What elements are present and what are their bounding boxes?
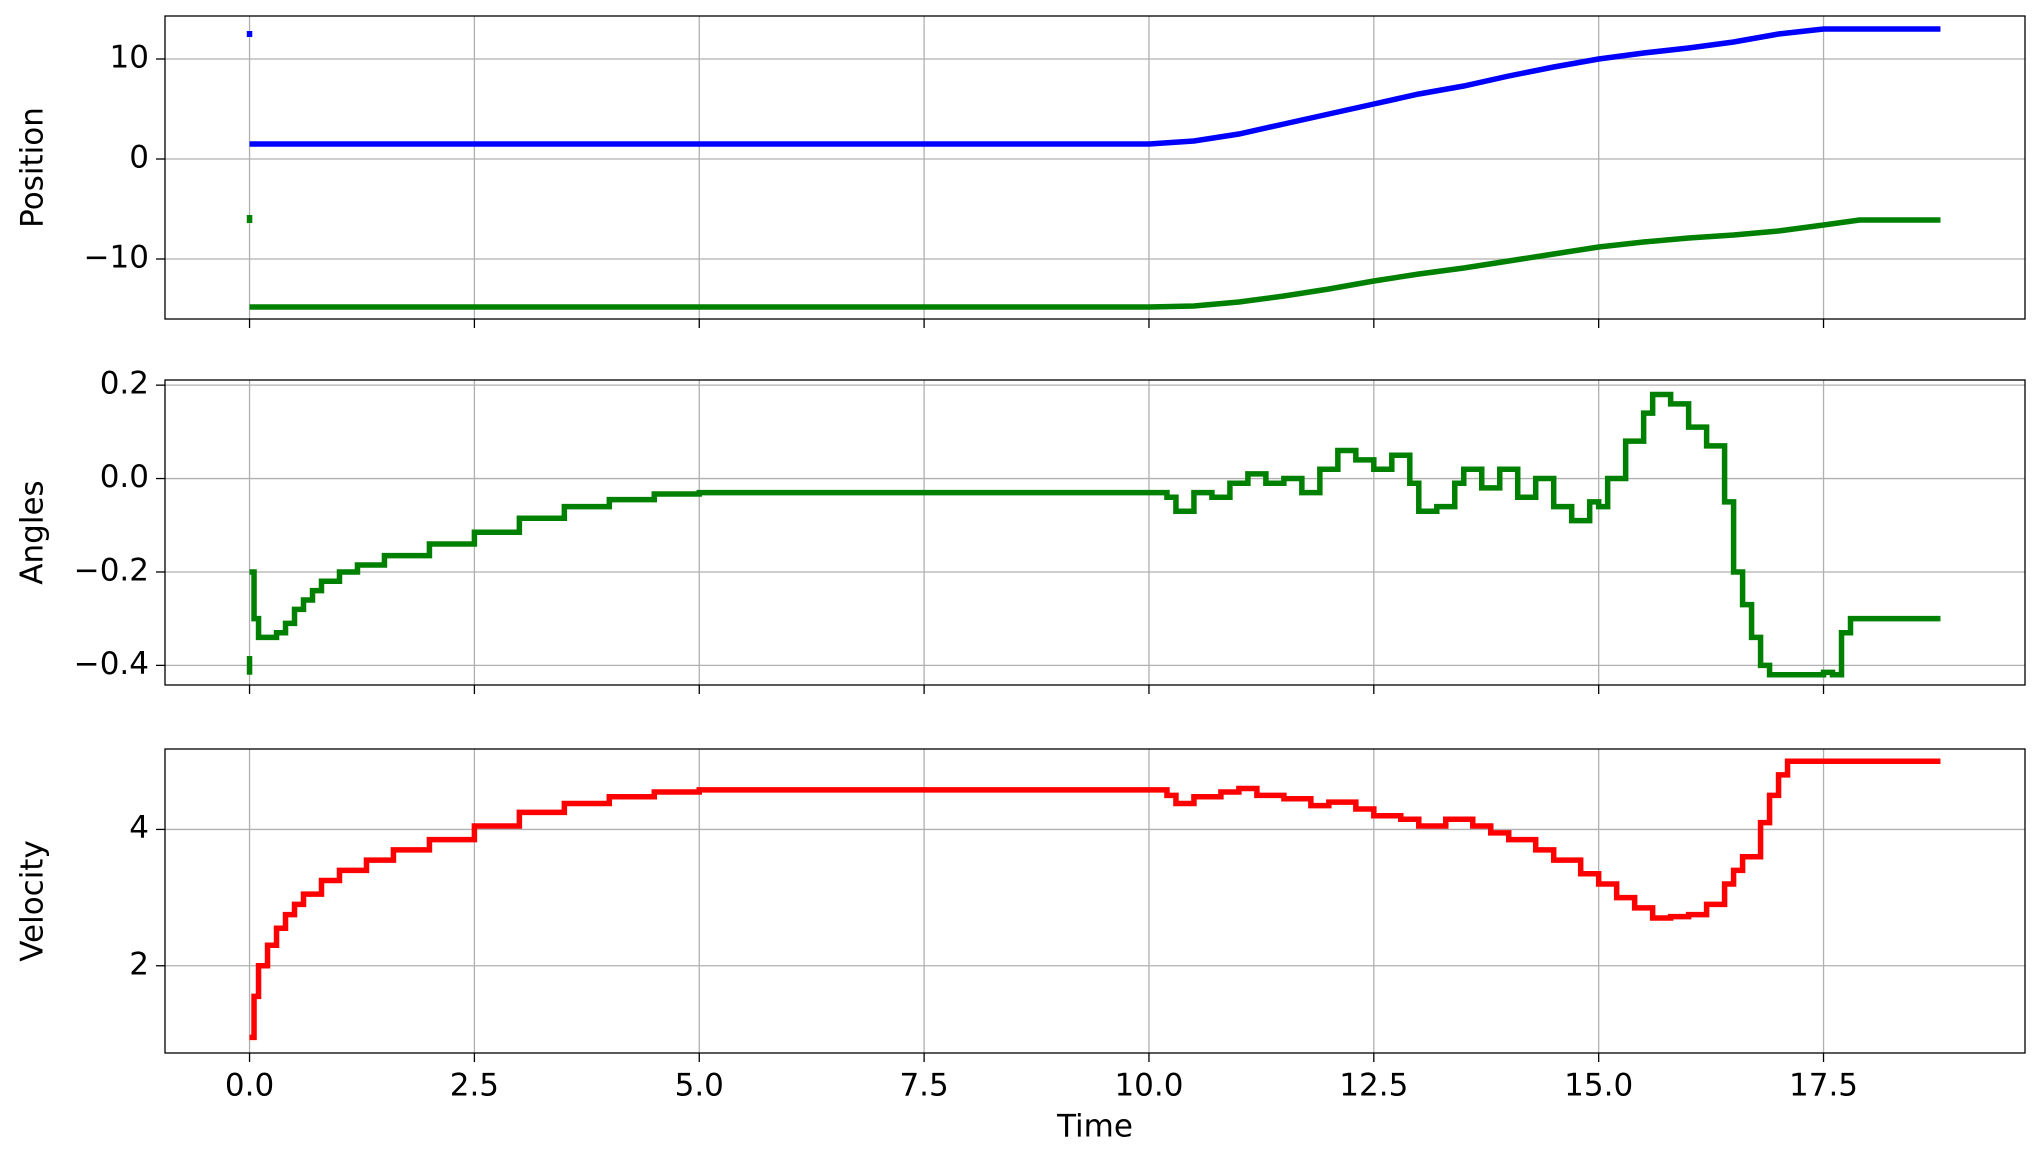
x-tick-label: 15.0 [1564,1068,1633,1104]
x-tick-label: 5.0 [675,1068,724,1104]
x-tick-label: 0.0 [225,1068,274,1104]
line [249,217,1941,310]
axes-frame [164,15,2026,320]
y-tick-label: 2 [129,946,149,982]
axes-frame [164,748,2026,1054]
y-tick-label: −10 [84,240,149,276]
line [249,26,1941,147]
y-tick-label: 10 [110,40,149,76]
y-tick-label: −0.4 [74,646,149,682]
x-tick-label: 17.5 [1789,1068,1858,1104]
y-tick-label: 0 [129,140,149,176]
y-axis-label: Velocity [15,840,51,962]
x-tick-label: 12.5 [1339,1068,1408,1104]
step-line [249,391,1941,678]
y-tick-label: 4 [129,810,149,846]
step-line [249,758,1941,1041]
x-axis-label: Time [1056,1109,1133,1145]
x-tick-label: 10.0 [1114,1068,1183,1104]
y-tick-label: 0.0 [100,459,149,495]
y-axis-label: Angles [15,480,51,584]
y-tick-label: 0.2 [100,366,149,402]
x-tick-label: 2.5 [450,1068,499,1104]
x-tick-label: 7.5 [899,1068,948,1104]
axes-frame [164,379,2026,686]
y-axis-label: Position [15,107,51,228]
y-tick-label: −0.2 [74,552,149,588]
